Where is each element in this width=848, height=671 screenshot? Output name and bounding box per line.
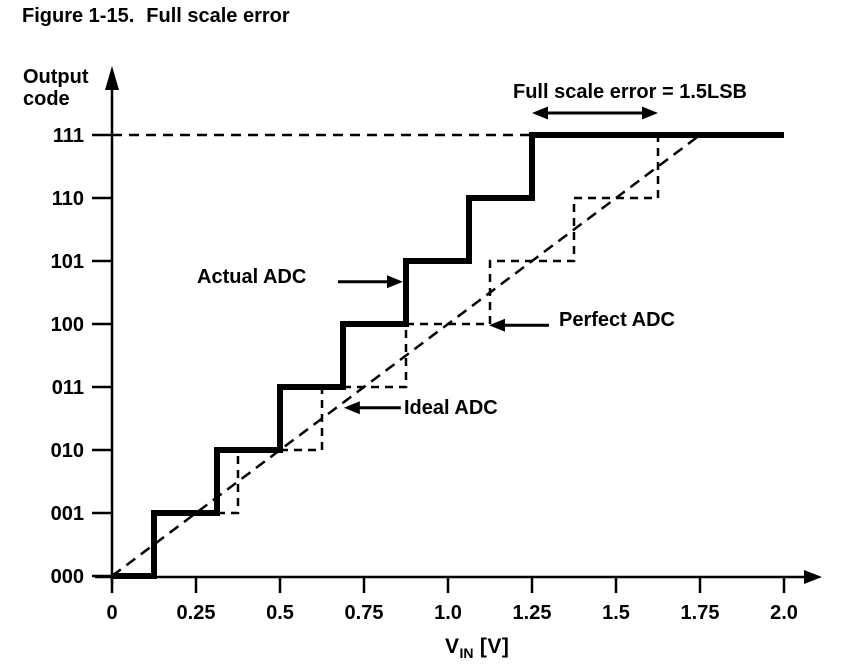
actual-adc-arrowhead bbox=[386, 275, 403, 289]
x-axis-title-subscript: IN bbox=[459, 645, 474, 662]
y-tick-label: 100 bbox=[51, 314, 84, 336]
figure-caption: Full scale error bbox=[146, 5, 290, 27]
y-tick-label: 001 bbox=[51, 503, 84, 525]
x-tick-label: 1.75 bbox=[681, 602, 720, 624]
annotation-actual-adc: Actual ADC bbox=[197, 266, 307, 288]
full-scale-error-arrowhead-left bbox=[532, 106, 548, 120]
x-tick-label: 1.5 bbox=[602, 602, 630, 624]
x-axis-title-unit: [V] bbox=[479, 635, 510, 658]
x-tick-label: 1.0 bbox=[434, 602, 462, 624]
y-axis-title-line2: code bbox=[23, 88, 70, 110]
y-tick-label: 101 bbox=[51, 251, 84, 273]
annotation-ideal-adc: Ideal ADC bbox=[404, 397, 498, 419]
figure-title: Figure 1-15. Full scale error bbox=[22, 5, 290, 27]
annotation-perfect-adc: Perfect ADC bbox=[559, 309, 675, 331]
perfect-adc-line bbox=[112, 133, 784, 578]
x-tick-label: 2.0 bbox=[770, 602, 798, 624]
y-axis-arrowhead bbox=[105, 66, 119, 90]
y-tick-label: 111 bbox=[53, 125, 84, 147]
y-tick-label: 110 bbox=[52, 188, 84, 210]
ideal-adc-arrowhead bbox=[343, 401, 360, 415]
x-axis-arrowhead bbox=[804, 570, 822, 584]
y-tick-label: 011 bbox=[52, 377, 84, 399]
x-axis-title-symbol: V bbox=[445, 635, 460, 658]
full-scale-error-arrowhead-right bbox=[642, 106, 658, 120]
x-tick-label: 0.25 bbox=[177, 602, 216, 624]
annotation-full-scale-error: Full scale error = 1.5LSB bbox=[513, 81, 747, 103]
y-axis-title-line1: Output bbox=[23, 66, 89, 88]
y-axis-title: Output code bbox=[23, 66, 89, 110]
perfect-adc-arrowhead bbox=[488, 318, 505, 332]
x-tick-label: 1.25 bbox=[513, 602, 552, 624]
x-axis-title: VIN [V] bbox=[445, 636, 509, 664]
y-tick-label: 010 bbox=[51, 440, 84, 462]
ideal-adc-line bbox=[111, 134, 701, 577]
x-tick-label: 0 bbox=[106, 602, 117, 624]
x-tick-label: 0.75 bbox=[345, 602, 384, 624]
x-tick-label: 0.5 bbox=[266, 602, 294, 624]
y-tick-label: 000 bbox=[51, 566, 84, 588]
figure-number: Figure 1-15. bbox=[22, 5, 135, 27]
actual-adc-line bbox=[112, 132, 784, 579]
